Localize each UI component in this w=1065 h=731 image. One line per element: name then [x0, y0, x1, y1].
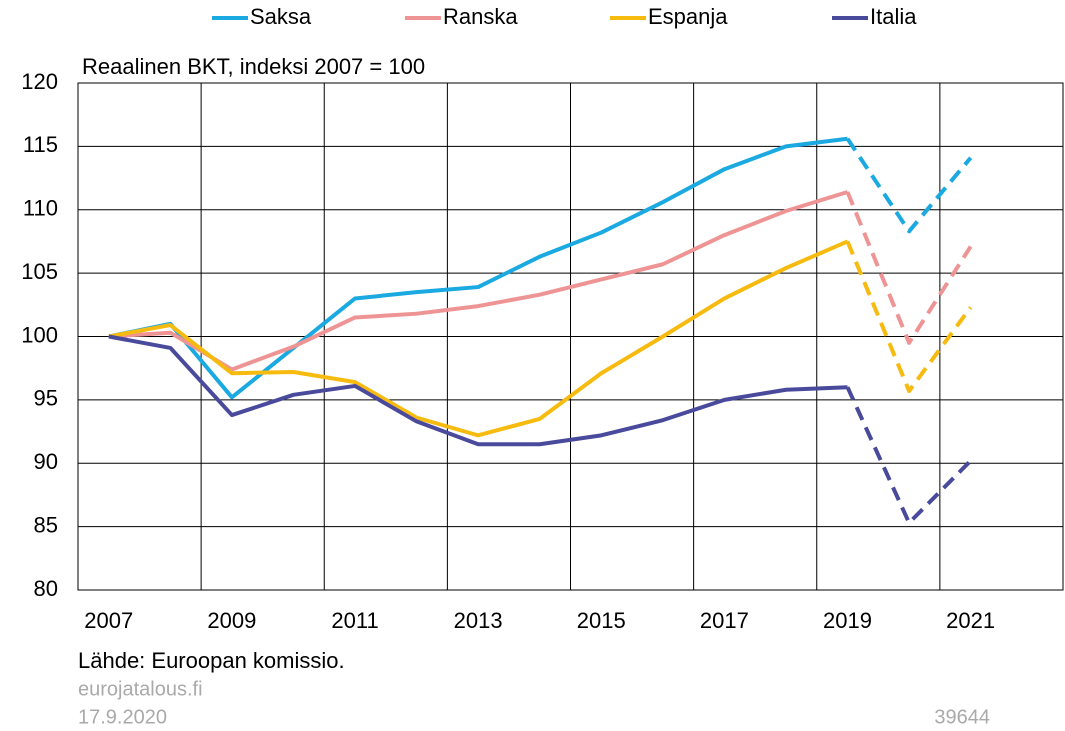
x-tick-label: 2011 — [331, 608, 378, 633]
legend-label: Espanja — [648, 4, 728, 29]
y-tick-label: 120 — [21, 69, 58, 94]
x-tick-label: 2021 — [946, 608, 995, 633]
y-tick-label: 95 — [34, 386, 58, 411]
series-line — [108, 334, 848, 447]
x-tick-label: 2019 — [823, 608, 872, 633]
legend-label: Ranska — [443, 4, 518, 29]
series-line — [108, 239, 849, 438]
x-tick-label: 2017 — [700, 608, 749, 633]
source: Lähde: Euroopan komissio. — [78, 648, 345, 673]
site: eurojatalous.fi — [78, 678, 203, 700]
legend-label: Saksa — [250, 4, 312, 29]
forecast-line — [845, 240, 973, 394]
x-tick-label: 2015 — [577, 608, 626, 633]
forecast-line — [845, 386, 973, 525]
date: 17.9.2020 — [78, 706, 167, 728]
y-tick-label: 100 — [21, 322, 58, 347]
y-tick-label: 105 — [21, 259, 58, 284]
y-tick-label: 110 — [23, 196, 58, 221]
x-tick-label: 2013 — [454, 608, 503, 633]
forecast-line — [845, 137, 973, 234]
x-tick-label: 2009 — [207, 608, 256, 633]
forecast-line — [845, 191, 973, 345]
y-tick-label: 115 — [23, 132, 58, 157]
x-tick-label: 2007 — [84, 608, 133, 633]
chart-title: Reaalinen BKT, indeksi 2007 = 100 — [82, 54, 425, 79]
plot-frame — [77, 82, 1064, 591]
y-tick-label: 90 — [34, 449, 58, 474]
series-line — [108, 136, 848, 400]
legend-label: Italia — [870, 4, 917, 29]
chart-id: 39644 — [934, 706, 990, 728]
y-tick-label: 85 — [34, 512, 58, 537]
series-line — [108, 190, 849, 372]
y-tick-label: 80 — [34, 576, 58, 601]
